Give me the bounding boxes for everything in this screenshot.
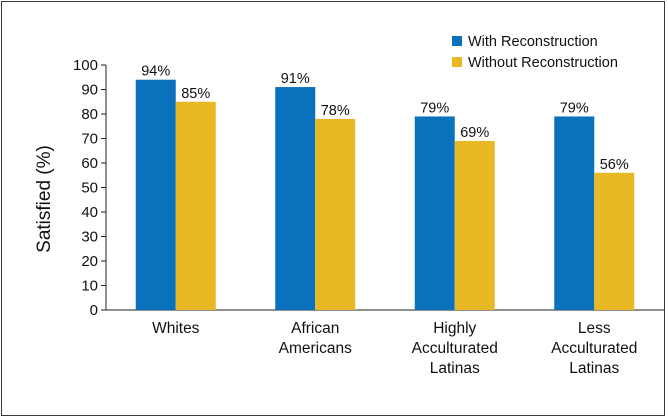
data-label: 79% (560, 100, 589, 116)
y-tick-label: 70 (81, 131, 98, 148)
x-category-label: Whites (152, 320, 200, 337)
y-tick-label: 90 (81, 82, 98, 99)
bar-without-reconstruction (594, 172, 635, 310)
data-label: 85% (181, 86, 210, 102)
data-label: 79% (420, 100, 449, 116)
y-tick-label: 20 (81, 253, 98, 270)
bar-with-reconstruction (275, 87, 316, 310)
data-label: 69% (460, 125, 489, 141)
y-tick-label: 10 (81, 278, 98, 295)
bar-without-reconstruction (454, 140, 495, 310)
bar-with-reconstruction (414, 116, 455, 310)
bar-without-reconstruction (175, 101, 216, 310)
y-tick-label: 60 (81, 155, 98, 172)
y-tick-label: 30 (81, 229, 98, 246)
data-label: 56% (600, 157, 629, 173)
y-axis-label: Satisfied (%) (34, 145, 55, 253)
data-label: 91% (281, 71, 310, 87)
y-tick-label: 100 (73, 57, 98, 74)
y-tick-label: 80 (81, 106, 98, 123)
bar-with-reconstruction (135, 79, 176, 310)
bar-with-reconstruction (554, 116, 595, 310)
x-category-label: Highly Acculturated Latinas (412, 320, 498, 377)
data-label: 78% (321, 103, 350, 119)
legend-swatch (452, 36, 462, 46)
bar-without-reconstruction (315, 118, 356, 311)
y-tick-label: 50 (81, 180, 98, 197)
data-label: 94% (141, 64, 170, 80)
y-tick-label: 0 (90, 302, 98, 319)
legend-swatch (452, 57, 462, 67)
legend-label: Without Reconstruction (468, 55, 618, 71)
x-category-label: Less Acculturated Latinas (551, 320, 637, 377)
x-category-label: African Americans (279, 320, 352, 357)
y-tick-label: 40 (81, 204, 98, 221)
legend-label: With Reconstruction (468, 34, 598, 50)
